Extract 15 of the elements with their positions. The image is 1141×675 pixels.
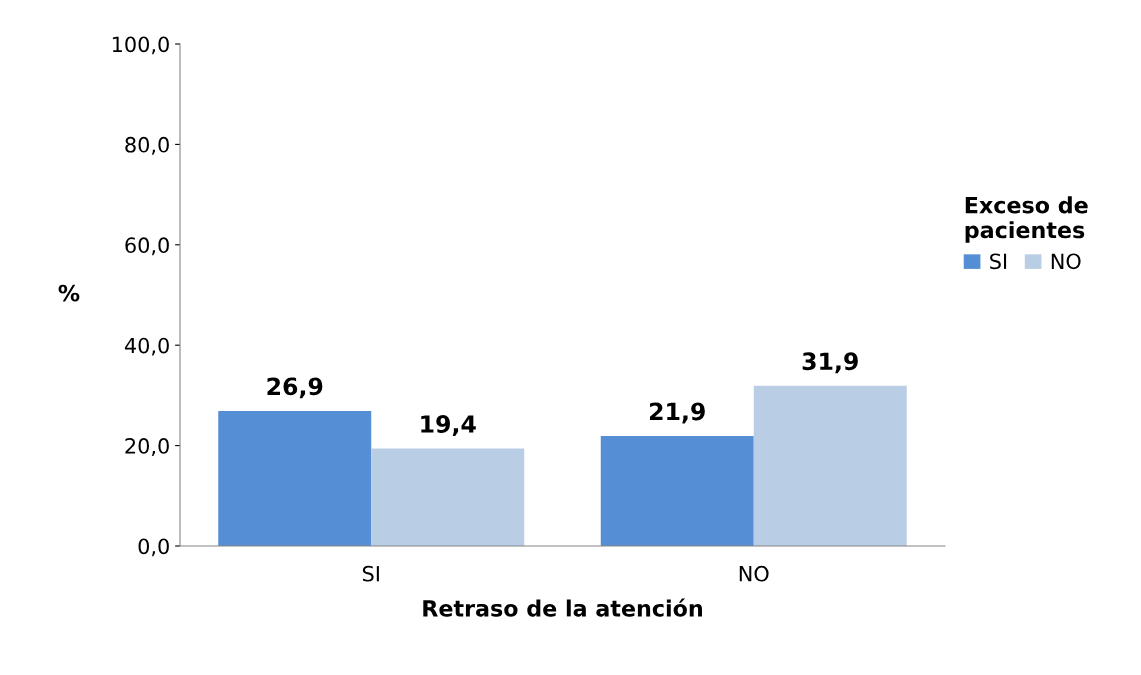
y-tick-label: 40,0 xyxy=(124,337,169,356)
data-label: 26,9 xyxy=(267,377,323,399)
y-tick-label: 20,0 xyxy=(125,438,169,456)
data-label: 21,9 xyxy=(649,402,705,424)
y-tick-label: 0,0 xyxy=(138,538,169,557)
data-label: 19,4 xyxy=(421,415,476,436)
y-tick-label: 100,0 xyxy=(112,36,169,55)
x-axis-title: Retraso de la atención xyxy=(423,598,702,617)
legend-label: NO xyxy=(1051,253,1081,270)
data-label: 31,9 xyxy=(802,352,858,374)
legend-title: Exceso de pacientes xyxy=(965,196,1088,243)
legend-label: SI xyxy=(990,253,1007,270)
y-tick-label: 60,0 xyxy=(125,237,169,256)
y-axis-title: % xyxy=(58,284,80,302)
y-tick-label: 80,0 xyxy=(125,136,169,155)
